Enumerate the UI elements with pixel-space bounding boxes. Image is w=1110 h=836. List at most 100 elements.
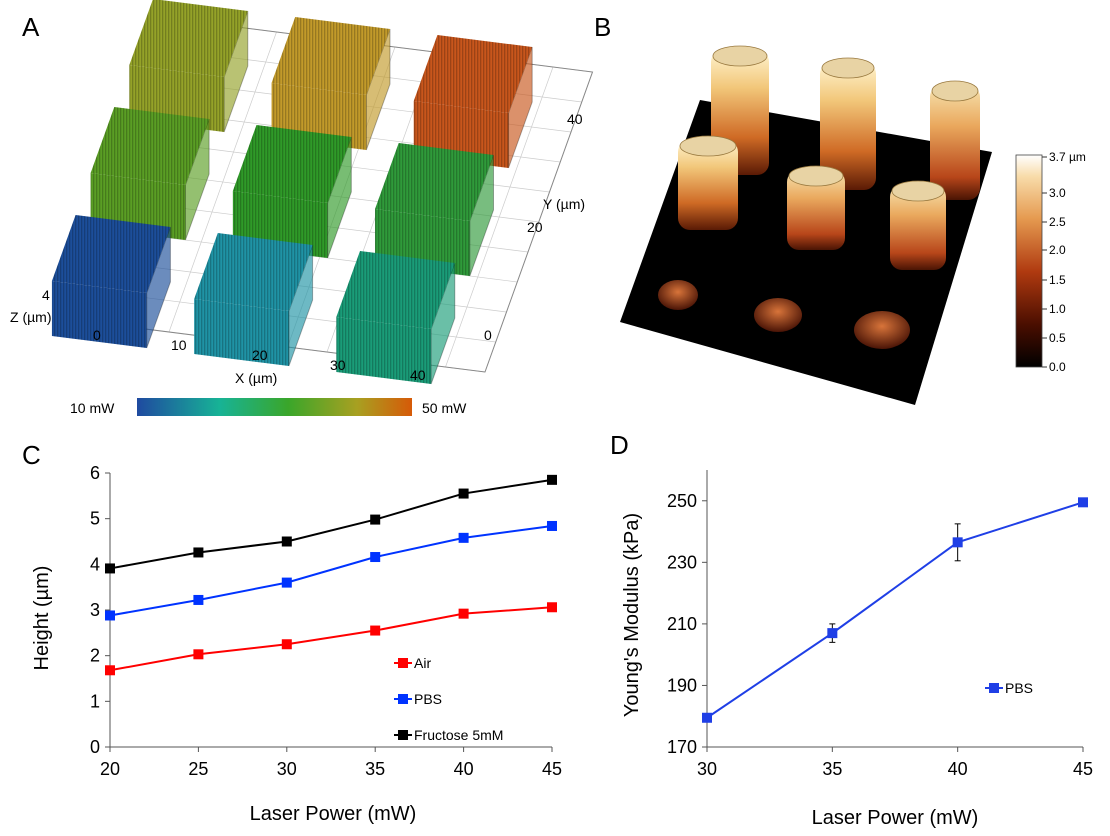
x-tick-label: 20: [100, 759, 120, 779]
panel-a-axis-labels: 4 Z (µm) 0 10 20 30 40 X (µm) 0 20 40 Y …: [10, 111, 585, 386]
y-tick-label: 230: [667, 552, 697, 572]
data-point: [952, 537, 963, 548]
data-point: [105, 610, 115, 621]
afm-colorbar-tick-label: 1.5: [1049, 273, 1066, 287]
pillar-top: [821, 57, 875, 79]
afm-pillar: [820, 57, 876, 190]
afm-pillar: [890, 180, 946, 270]
panel-a-colorbar: 10 mW 50 mW: [70, 398, 467, 416]
x-tick-40: 40: [410, 367, 426, 383]
data-point: [547, 520, 557, 531]
data-point: [370, 552, 381, 563]
pillar-body: [787, 170, 845, 250]
block-top-texture: [271, 17, 390, 95]
block-top-texture: [194, 233, 313, 311]
pillar-top: [931, 80, 979, 102]
data-point: [105, 665, 115, 676]
structure-block: [51, 215, 171, 349]
pillar-top: [712, 45, 768, 67]
afm-pillar: [930, 80, 980, 200]
afm-colorbar-tick-label: 3.0: [1049, 186, 1066, 200]
x-tick-label: 30: [697, 759, 717, 779]
structure-block: [194, 233, 314, 367]
data-point: [281, 577, 292, 588]
afm-colorbar-tick-label: 2.5: [1049, 215, 1066, 229]
x-tick-label: 25: [188, 759, 208, 779]
panel-a-blocks: [51, 0, 533, 385]
block-front-texture: [336, 317, 432, 384]
x-tick-0: 0: [93, 327, 101, 343]
x-tick-label: 35: [365, 759, 385, 779]
pillar-body: [890, 185, 946, 270]
y-tick-label: 210: [667, 614, 697, 634]
power-colorbar: [137, 398, 412, 416]
x-tick-label: 40: [948, 759, 968, 779]
y-tick-40: 40: [567, 111, 583, 127]
y-tick-20: 20: [527, 219, 543, 235]
y-tick-label: 3: [90, 600, 100, 620]
afm-low-structure: [854, 311, 910, 349]
data-point: [458, 532, 469, 543]
series-line-pbs: [109, 524, 553, 617]
x-axis-title: Laser Power (mW): [250, 803, 417, 825]
block-top-texture: [90, 107, 210, 185]
y-tick-label: 5: [90, 509, 100, 529]
data-point: [281, 536, 292, 547]
pillar-body: [820, 62, 876, 190]
data-point: [547, 602, 557, 613]
x-tick-label: 45: [1073, 759, 1093, 779]
colorbar-min-label: 10 mW: [70, 400, 115, 416]
data-point: [370, 514, 381, 525]
afm-colorbar: 3.7 µm 3.0 2.5 2.0 1.5 1.0 0.5 0.0: [1015, 150, 1086, 374]
data-point: [105, 563, 115, 574]
data-point: [458, 488, 469, 499]
pillar-body: [678, 140, 738, 230]
block-front-texture: [51, 281, 147, 348]
x-tick-label: 40: [454, 759, 474, 779]
x-tick-10: 10: [171, 337, 187, 353]
block-top-texture: [232, 125, 352, 203]
legend-marker: [398, 658, 408, 668]
afm-colorbar-tick-label: 3.7 µm: [1049, 150, 1086, 164]
y-tick-0: 0: [484, 327, 492, 343]
pillar-top: [679, 135, 737, 157]
y-tick-label: 1: [90, 691, 100, 711]
y-tick-label: 2: [90, 646, 100, 666]
structure-block: [90, 107, 210, 241]
y-axis-label: Y (µm): [543, 196, 585, 212]
block-top-texture: [413, 35, 533, 113]
data-point: [827, 628, 838, 639]
afm-height-colorbar: [1015, 154, 1043, 368]
y-tick-label: 6: [90, 463, 100, 483]
x-tick-label: 30: [277, 759, 297, 779]
data-point: [458, 608, 469, 619]
structure-block: [413, 35, 533, 169]
block-top-texture: [129, 0, 248, 77]
z-axis-label: Z (µm): [10, 309, 52, 325]
panel-letter-d: D: [610, 430, 629, 460]
x-tick-20: 20: [252, 347, 268, 363]
data-point: [1078, 497, 1088, 508]
block-top-texture: [336, 251, 455, 329]
afm-colorbar-tick-label: 0.5: [1049, 331, 1066, 345]
data-point: [193, 547, 204, 558]
afm-colorbar-tick-label: 1.0: [1049, 302, 1066, 316]
y-axis-title: Height (µm): [31, 566, 53, 671]
panel-letter-a: A: [22, 12, 40, 42]
afm-pillars: [658, 45, 980, 349]
x-axis-title: Laser Power (mW): [812, 807, 979, 829]
x-tick-30: 30: [330, 357, 346, 373]
afm-colorbar-tick-label: 2.0: [1049, 243, 1066, 257]
afm-colorbar-tick-label: 0.0: [1049, 360, 1066, 374]
data-point: [370, 625, 381, 636]
x-axis-label: X (µm): [235, 370, 277, 386]
series-line-air: [109, 606, 553, 672]
y-tick-label: 170: [667, 737, 697, 757]
series-line-fructose-5mm: [109, 478, 553, 570]
pillar-top: [891, 180, 945, 202]
afm-pillar: [678, 135, 738, 230]
afm-low-structure: [754, 298, 802, 332]
